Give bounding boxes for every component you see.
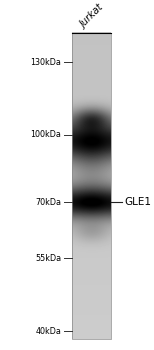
Text: Jurkat: Jurkat [79, 3, 106, 30]
Text: 40kDa: 40kDa [35, 327, 61, 336]
Text: 70kDa: 70kDa [35, 198, 61, 206]
Text: GLE1: GLE1 [124, 197, 152, 207]
Text: 55kDa: 55kDa [35, 254, 61, 263]
Text: 100kDa: 100kDa [30, 131, 61, 139]
Text: 130kDa: 130kDa [30, 58, 61, 66]
